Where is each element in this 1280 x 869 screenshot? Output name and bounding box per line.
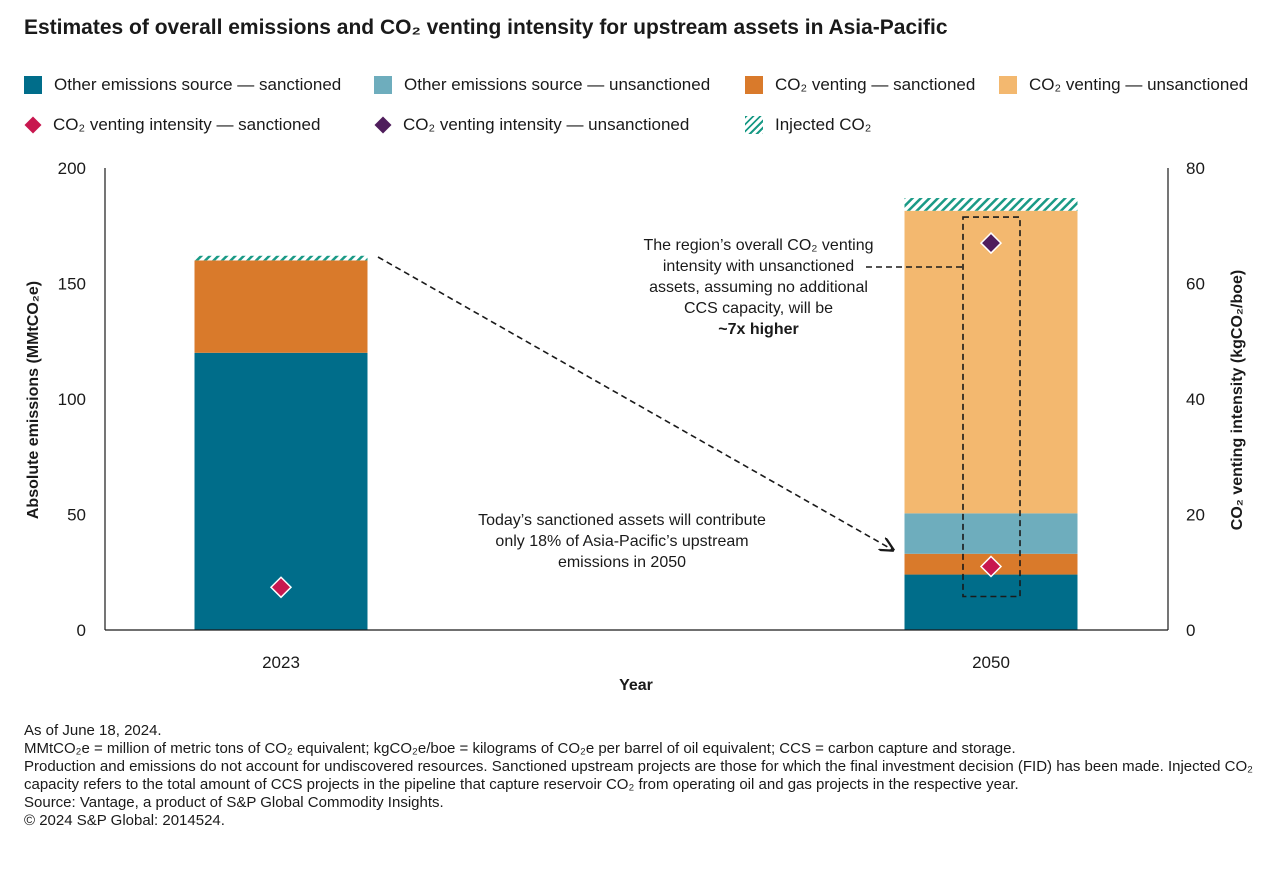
- legend-label: CO₂ venting intensity — unsanctioned: [403, 115, 690, 134]
- legend-label: CO₂ venting — unsanctioned: [1029, 75, 1249, 94]
- intensity-marker: [979, 232, 1003, 255]
- legend-label: Other emissions source — sanctioned: [54, 75, 342, 94]
- legend-swatch: [374, 76, 392, 94]
- annotation-sanctioned-share: Today’s sanctioned assets will contribut…: [478, 512, 766, 571]
- legend-label: CO₂ venting — sanctioned: [775, 75, 976, 94]
- legend-label: CO₂ venting intensity — sanctioned: [53, 115, 321, 134]
- intensity-marker: [979, 555, 1003, 578]
- y-tick-label: 100: [58, 390, 86, 409]
- bar-segment: [904, 574, 1078, 630]
- y2-tick-label: 20: [1186, 506, 1205, 525]
- footnote-date: As of June 18, 2024.: [24, 722, 162, 739]
- bar-segment: [904, 198, 1078, 211]
- footnote-copyright: © 2024 S&P Global: 2014524.: [24, 812, 225, 829]
- footnotes: As of June 18, 2024. MMtCO₂e = million o…: [24, 722, 1264, 830]
- annotation-intensity: The region’s overall CO₂ venting intensi…: [636, 235, 881, 340]
- bar-segment: [904, 210, 1078, 514]
- y-tick-label: 0: [77, 621, 86, 640]
- legend-item-other-unsanctioned: Other emissions source — unsanctioned: [374, 75, 710, 95]
- y-axis-title: Absolute emissions (MMtCO₂e): [25, 281, 42, 519]
- y-tick-label: 200: [58, 159, 86, 178]
- y2-axis-title: CO₂ venting intensity (kgCO₂/boe): [1229, 270, 1246, 530]
- highlight-box: [962, 216, 1021, 598]
- footnote-notes: Production and emissions do not account …: [24, 758, 1258, 793]
- footnote-definitions: MMtCO₂e = million of metric tons of CO₂ …: [24, 740, 1016, 757]
- stacked-bar-chart: 0 50 100 150 200 0 20 40 60 80 2023 2050 Year Absol…: [25, 159, 1246, 694]
- legend-item-venting-sanctioned: CO₂ venting — sanctioned: [745, 75, 975, 95]
- legend-item-venting-unsanctioned: CO₂ venting — unsanctioned: [999, 75, 1248, 95]
- legend-swatch: [999, 76, 1017, 94]
- legend-item-intensity-unsanctioned: CO₂ venting intensity — unsanctioned: [374, 115, 689, 135]
- x-tick-label: 2023: [262, 653, 300, 672]
- x-tick-label: 2050: [972, 653, 1010, 672]
- y2-tick-label: 40: [1186, 390, 1205, 409]
- y-tick-label: 50: [67, 506, 86, 525]
- legend-swatch: [745, 76, 763, 94]
- y-tick-label: 150: [58, 275, 86, 294]
- legend-item-intensity-sanctioned: CO₂ venting intensity — sanctioned: [24, 115, 320, 135]
- chart-title: Estimates of overall emissions and CO₂ v…: [24, 16, 948, 39]
- bar-segment: [194, 255, 368, 261]
- legend-item-other-sanctioned: Other emissions source — sanctioned: [24, 75, 341, 95]
- annotation-intensity-text: The region’s overall CO₂ venting intensi…: [643, 237, 874, 317]
- y2-tick-label: 60: [1186, 275, 1205, 294]
- intensity-marker: [269, 576, 293, 599]
- legend-diamond-icon: [24, 116, 42, 134]
- legend-hatch-swatch: [745, 116, 763, 134]
- legend-swatch: [24, 76, 42, 94]
- legend-diamond-icon: [374, 116, 392, 134]
- legend-label: Other emissions source — unsanctioned: [404, 75, 711, 94]
- y2-tick-label: 0: [1186, 621, 1195, 640]
- y2-tick-label: 80: [1186, 159, 1205, 178]
- legend-item-injected-co2: Injected CO₂: [745, 115, 871, 135]
- annotation-intensity-bold: ~7x higher: [718, 321, 799, 338]
- footnote-source: Source: Vantage, a product of S&P Global…: [24, 794, 444, 811]
- annotation-arrow: [377, 256, 893, 550]
- legend-label: Injected CO₂: [775, 115, 872, 134]
- bar-segment: [904, 513, 1078, 554]
- x-axis-title: Year: [619, 677, 653, 694]
- bar-segment: [194, 260, 368, 353]
